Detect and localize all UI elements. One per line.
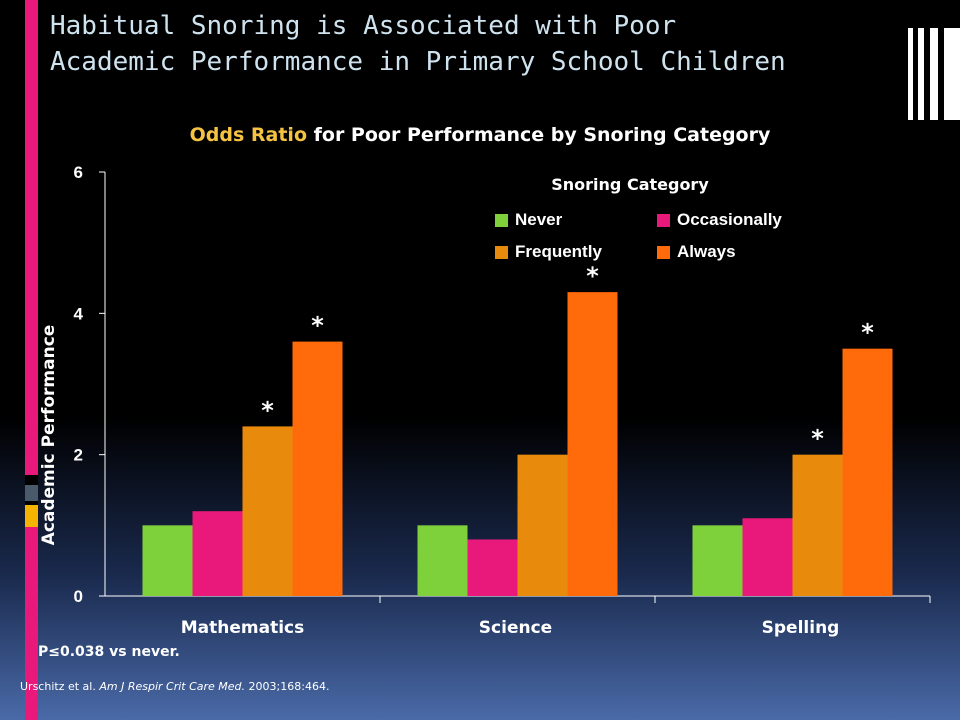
chart-title: Odds Ratio for Poor Performance by Snori… xyxy=(0,124,960,146)
legend-label-frequently: Frequently xyxy=(515,242,602,261)
bar-never-science xyxy=(417,525,468,596)
legend-swatch-never xyxy=(495,213,508,227)
bar-always-spelling xyxy=(842,348,893,596)
y-tick-label: 2 xyxy=(74,446,83,465)
bar-frequently-science xyxy=(517,454,568,596)
legend-title: Snoring Category xyxy=(551,175,709,194)
chart-title-rest: for Poor Performance by Snoring Category xyxy=(307,124,771,146)
legend-item-occasionally: Occasionally xyxy=(657,210,782,230)
corner-decoration xyxy=(908,28,960,120)
significance-marker: * xyxy=(586,262,599,290)
legend-swatch-always xyxy=(657,245,670,259)
bar-frequently-spelling xyxy=(792,454,843,596)
significance-marker: * xyxy=(811,425,824,453)
bar-occasionally-spelling xyxy=(742,518,793,596)
x-category-label: Mathematics xyxy=(181,618,304,638)
significance-marker: * xyxy=(861,319,874,347)
citation: Urschitz et al. Am J Respir Crit Care Me… xyxy=(20,680,329,693)
bar-never-spelling xyxy=(692,525,743,596)
legend-swatch-frequently xyxy=(495,245,508,259)
bar-frequently-mathematics xyxy=(242,426,293,596)
slide-title-line-1: Habitual Snoring is Associated with Poor xyxy=(50,11,677,41)
citation-authors: Urschitz et al. xyxy=(20,680,100,693)
y-tick-label: 0 xyxy=(74,587,83,606)
citation-journal: Am J Respir Crit Care Med. xyxy=(99,680,246,693)
x-category-label: Spelling xyxy=(762,618,840,638)
significance-marker: * xyxy=(311,312,324,340)
significance-marker: * xyxy=(261,396,274,424)
pvalue-footnote: P≤0.038 vs never. xyxy=(38,644,180,660)
legend-label-always: Always xyxy=(677,242,736,261)
bar-occasionally-mathematics xyxy=(192,511,243,596)
legend-item-always: Always xyxy=(657,242,736,262)
bar-never-mathematics xyxy=(142,525,193,596)
x-category-label: Science xyxy=(479,618,552,638)
chart-title-accent: Odds Ratio xyxy=(189,124,308,146)
y-tick-label: 6 xyxy=(74,163,83,182)
bar-always-science xyxy=(567,292,618,596)
bar-always-mathematics xyxy=(292,341,343,596)
decorative-side-bar xyxy=(25,0,38,720)
slide-title: Habitual Snoring is Associated with Poor… xyxy=(50,8,910,80)
legend-swatch-occasionally xyxy=(657,213,670,227)
y-tick-label: 4 xyxy=(74,304,84,323)
citation-details: 2003;168:464. xyxy=(245,680,330,693)
legend-label-occasionally: Occasionally xyxy=(677,210,782,229)
legend-item-frequently: Frequently xyxy=(495,242,602,262)
slide-title-line-2: Academic Performance in Primary School C… xyxy=(50,47,786,77)
legend-label-never: Never xyxy=(515,210,563,229)
legend-item-never: Never xyxy=(495,210,562,230)
bar-occasionally-science xyxy=(467,539,518,596)
